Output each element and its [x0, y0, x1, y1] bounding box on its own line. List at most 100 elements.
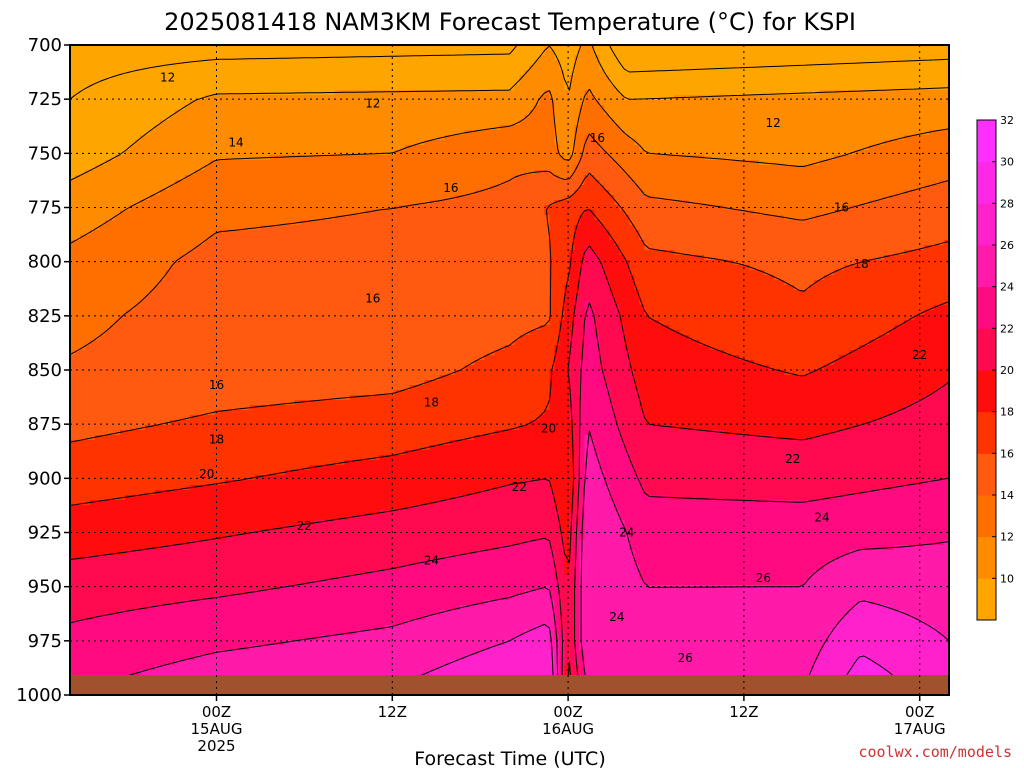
temperature-cell [844, 110, 850, 116]
temperature-cell [849, 165, 855, 171]
temperature-cell [295, 115, 301, 121]
temperature-cell [170, 125, 176, 131]
temperature-cell [420, 70, 426, 76]
temperature-cell [854, 180, 860, 186]
temperature-cell [165, 165, 171, 171]
temperature-cell [190, 150, 196, 156]
temperature-cell [220, 85, 226, 91]
temperature-cell [310, 110, 316, 116]
temperature-cell [75, 160, 81, 166]
temperature-cell [874, 145, 880, 151]
temperature-cell [420, 120, 426, 126]
temperature-cell [694, 145, 700, 151]
temperature-cell [245, 160, 251, 166]
temperature-cell [914, 70, 920, 76]
temperature-cell [699, 90, 705, 96]
temperature-cell [355, 100, 361, 106]
temperature-cell [280, 65, 286, 71]
temperature-cell [335, 70, 341, 76]
temperature-cell [480, 115, 486, 121]
temperature-cell [889, 160, 895, 166]
temperature-cell [819, 70, 825, 76]
temperature-cell [859, 150, 865, 156]
temperature-cell [355, 85, 361, 91]
temperature-cell [519, 160, 525, 166]
temperature-cell [769, 145, 775, 151]
temperature-cell [195, 70, 201, 76]
temperature-cell [719, 110, 725, 116]
temperature-cell [245, 120, 251, 126]
temperature-cell [924, 110, 930, 116]
temperature-cell [559, 130, 565, 136]
temperature-cell [460, 135, 466, 141]
temperature-cell [170, 85, 176, 91]
temperature-cell [125, 85, 131, 91]
temperature-cell [529, 130, 535, 136]
temperature-cell [415, 145, 421, 151]
temperature-cell [440, 170, 446, 176]
temperature-cell [679, 125, 685, 131]
temperature-cell [684, 105, 690, 111]
temperature-cell [480, 120, 486, 126]
temperature-cell [749, 155, 755, 161]
temperature-cell [80, 160, 86, 166]
temperature-cell [330, 140, 336, 146]
temperature-cell [130, 175, 136, 181]
temperature-cell [205, 145, 211, 151]
temperature-cell [350, 50, 356, 56]
temperature-cell [839, 85, 845, 91]
temperature-cell [360, 55, 366, 61]
temperature-cell [559, 145, 565, 151]
temperature-cell [350, 180, 356, 186]
temperature-cell [574, 85, 580, 91]
temperature-cell [335, 60, 341, 66]
temperature-cell [629, 65, 635, 71]
temperature-cell [130, 85, 136, 91]
temperature-cell [544, 115, 550, 121]
temperature-cell [445, 80, 451, 86]
temperature-cell [869, 100, 875, 106]
temperature-cell [864, 70, 870, 76]
temperature-cell [450, 75, 456, 81]
temperature-cell [490, 100, 496, 106]
temperature-cell [889, 95, 895, 101]
temperature-cell [490, 85, 496, 91]
temperature-cell [834, 170, 840, 176]
temperature-cell [574, 140, 580, 146]
temperature-cell [260, 140, 266, 146]
temperature-cell [480, 130, 486, 136]
temperature-cell [185, 155, 191, 161]
temperature-cell [819, 120, 825, 126]
temperature-cell [594, 105, 600, 111]
temperature-cell [500, 65, 506, 71]
temperature-cell [455, 170, 461, 176]
temperature-cell [405, 60, 411, 66]
temperature-cell [275, 105, 281, 111]
temperature-cell [809, 125, 815, 131]
temperature-cell [110, 170, 116, 176]
temperature-cell [669, 175, 675, 181]
temperature-cell [305, 130, 311, 136]
temperature-cell [814, 105, 820, 111]
temperature-cell [505, 140, 511, 146]
temperature-cell [120, 140, 126, 146]
temperature-cell [355, 125, 361, 131]
temperature-cell [874, 70, 880, 76]
temperature-cell [220, 60, 226, 66]
temperature-cell [599, 175, 605, 181]
temperature-cell [465, 150, 471, 156]
temperature-cell [939, 120, 945, 126]
temperature-cell [814, 110, 820, 116]
temperature-cell [80, 70, 86, 76]
temperature-cell [455, 125, 461, 131]
temperature-cell [934, 135, 940, 141]
temperature-cell [914, 105, 920, 111]
temperature-cell [350, 85, 356, 91]
temperature-cell [704, 110, 710, 116]
temperature-cell [445, 155, 451, 161]
temperature-cell [629, 70, 635, 76]
temperature-cell [325, 80, 331, 86]
temperature-cell [300, 165, 306, 171]
temperature-cell [245, 150, 251, 156]
temperature-cell [704, 130, 710, 136]
